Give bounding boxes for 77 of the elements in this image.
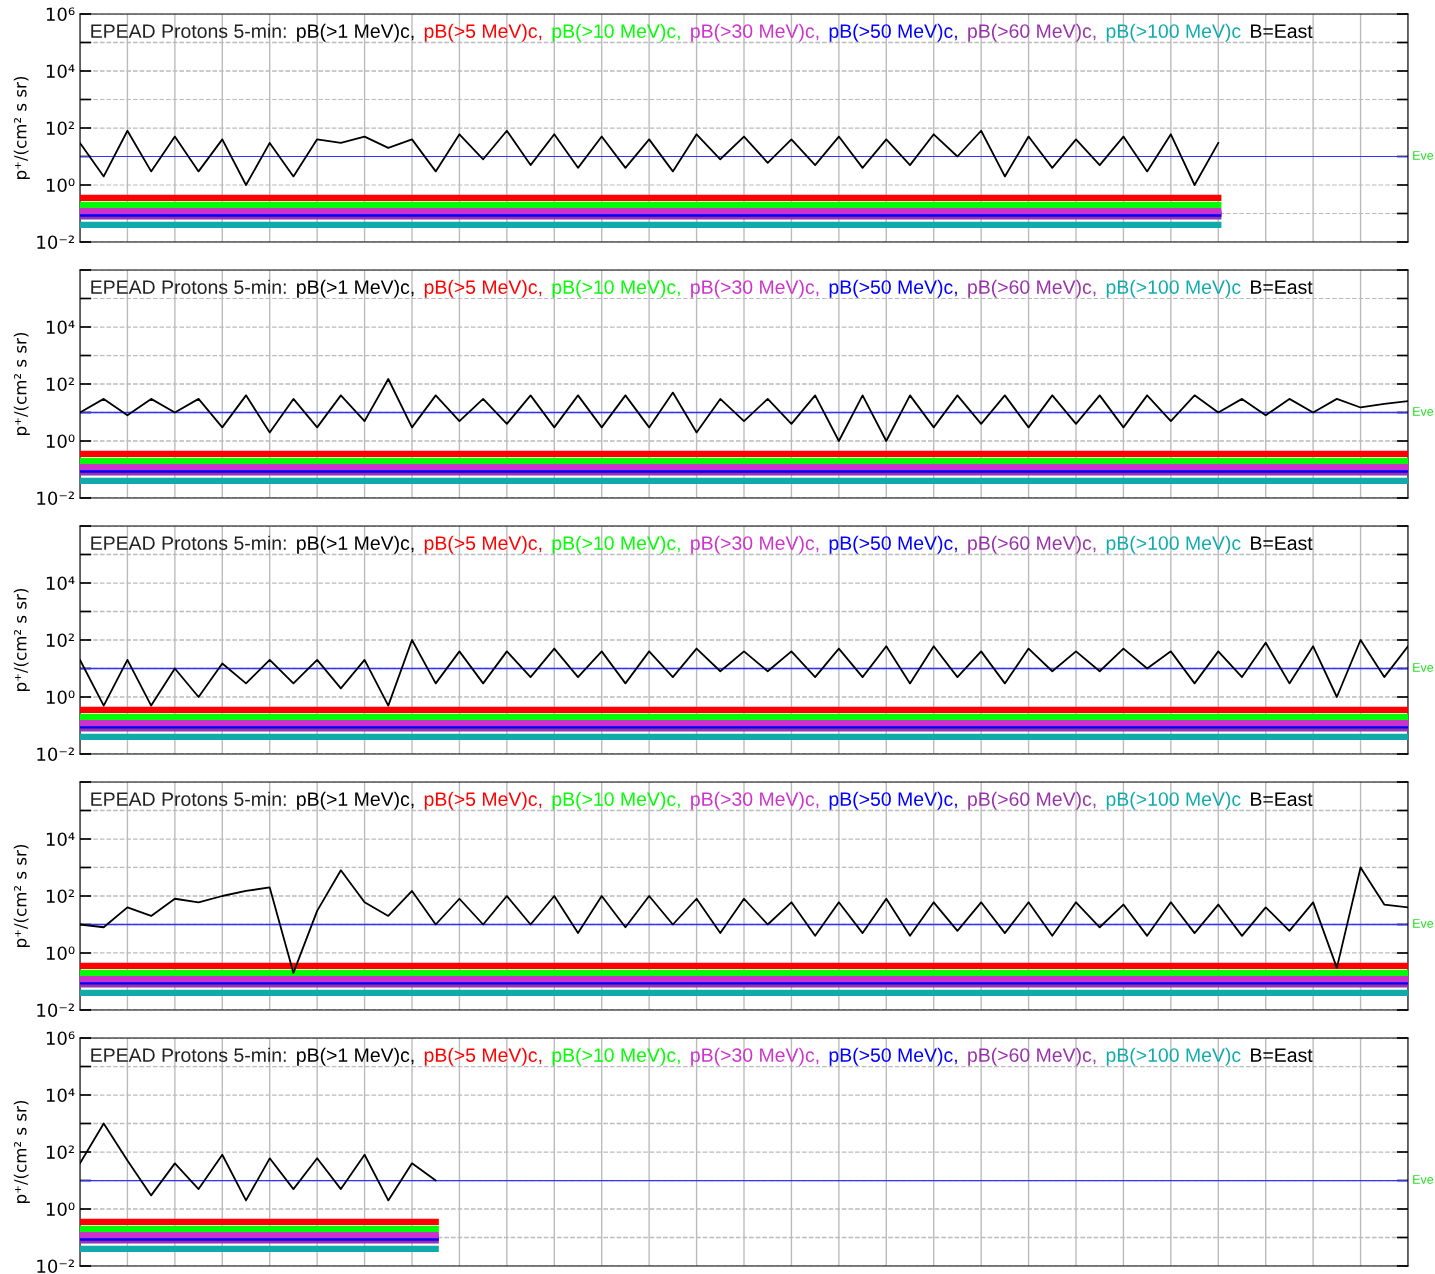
- text: pB(>10 MeV)c,: [552, 1047, 680, 1066]
- y-axis-title: p⁺/(cm² s sr): [13, 1100, 30, 1203]
- y-tick-label: 10²: [46, 121, 74, 136]
- y-tick-label: 10⁻²: [37, 491, 74, 506]
- y-tick-label: 10⁻²: [37, 1003, 74, 1018]
- text: pB(>60 MeV)c,: [968, 791, 1096, 810]
- text: pB(>30 MeV)c,: [691, 1047, 819, 1066]
- text: pB(>10 MeV)c,: [552, 791, 680, 810]
- ref-line-label: Eve: [1413, 919, 1434, 928]
- y-axis-title: p⁺/(cm² s sr): [13, 588, 30, 691]
- text: pB(>50 MeV)c,: [829, 23, 957, 42]
- text: pB(>10 MeV)c,: [552, 23, 680, 42]
- y-axis-title: p⁺/(cm² s sr): [13, 332, 30, 435]
- ref-line-label: Eve: [1413, 1175, 1434, 1184]
- ref-line-label: Eve: [1413, 663, 1434, 672]
- y-tick-label: 10²: [46, 889, 74, 904]
- y-axis-title: p⁺/(cm² s sr): [13, 844, 30, 947]
- text: pB(>60 MeV)c,: [968, 1047, 1096, 1066]
- annotation: B=East: [1251, 24, 1313, 38]
- text: pB(>60 MeV)c,: [968, 23, 1096, 42]
- text: pB(>10 MeV)c,: [552, 279, 680, 298]
- text: pB(>100 MeV)c: [1106, 535, 1241, 554]
- text: pB(>50 MeV)c,: [829, 791, 957, 810]
- annotation: B=East: [1251, 1048, 1313, 1062]
- ref-line-label: Eve: [1413, 151, 1434, 160]
- text: pB(>1 MeV)c,: [297, 1047, 414, 1066]
- text: pB(>5 MeV)c,: [424, 791, 542, 810]
- annotation: B=East: [1251, 280, 1313, 294]
- text: pB(>1 MeV)c,: [297, 535, 414, 554]
- text: pB(>100 MeV)c: [1106, 791, 1241, 810]
- text: pB(>1 MeV)c,: [297, 23, 414, 42]
- text: pB(>30 MeV)c,: [691, 279, 819, 298]
- annotation: B=East: [1251, 792, 1313, 806]
- y-tick-label: 10²: [46, 1145, 74, 1160]
- y-tick-label: 10⁰: [46, 946, 75, 961]
- y-axis-title: p⁺/(cm² s sr): [13, 76, 30, 179]
- text: pB(>100 MeV)c: [1106, 279, 1241, 298]
- ref-line-label: Eve: [1413, 407, 1434, 416]
- text: pB(>60 MeV)c,: [968, 535, 1096, 554]
- text: pB(>1 MeV)c,: [297, 279, 414, 298]
- text: pB(>100 MeV)c: [1106, 23, 1241, 42]
- text: pB(>60 MeV)c,: [968, 279, 1096, 298]
- legend-title: EPEAD Protons 5-min:: [91, 1047, 286, 1062]
- y-tick-label: 10⁶: [46, 7, 75, 22]
- legend-title: EPEAD Protons 5-min:: [91, 279, 286, 294]
- text: pB(>5 MeV)c,: [424, 1047, 542, 1066]
- y-tick-label: 10²: [46, 377, 74, 392]
- text: pB(>30 MeV)c,: [691, 23, 819, 42]
- y-tick-label: 10⁰: [46, 1202, 75, 1217]
- y-tick-label: 10⁶: [46, 1031, 75, 1046]
- y-tick-label: 10⁴: [46, 832, 75, 847]
- y-tick-label: 10⁴: [46, 320, 75, 335]
- text: pB(>5 MeV)c,: [424, 23, 542, 42]
- text: pB(>50 MeV)c,: [829, 1047, 957, 1066]
- legend-title: EPEAD Protons 5-min:: [91, 791, 286, 806]
- legend-title: EPEAD Protons 5-min:: [91, 23, 286, 38]
- y-tick-label: 10⁰: [46, 434, 75, 449]
- y-tick-label: 10⁰: [46, 690, 75, 705]
- text: pB(>5 MeV)c,: [424, 535, 542, 554]
- y-tick-label: 10⁻²: [37, 1259, 74, 1274]
- y-tick-label: 10⁴: [46, 1088, 75, 1103]
- text: pB(>1 MeV)c,: [297, 791, 414, 810]
- annotation: B=East: [1251, 536, 1313, 550]
- y-tick-label: 10²: [46, 633, 74, 648]
- text: pB(>10 MeV)c,: [552, 535, 680, 554]
- legend-title: EPEAD Protons 5-min:: [91, 535, 286, 550]
- text: pB(>50 MeV)c,: [829, 279, 957, 298]
- text: pB(>50 MeV)c,: [829, 535, 957, 554]
- y-tick-label: 10⁰: [46, 178, 75, 193]
- y-tick-label: 10⁴: [46, 64, 75, 79]
- y-tick-label: 10⁻²: [37, 747, 74, 762]
- text: pB(>30 MeV)c,: [691, 535, 819, 554]
- text: pB(>30 MeV)c,: [691, 791, 819, 810]
- text: pB(>100 MeV)c: [1106, 1047, 1241, 1066]
- text: pB(>5 MeV)c,: [424, 279, 542, 298]
- y-tick-label: 10⁴: [46, 576, 75, 591]
- y-tick-label: 10⁻²: [37, 235, 74, 250]
